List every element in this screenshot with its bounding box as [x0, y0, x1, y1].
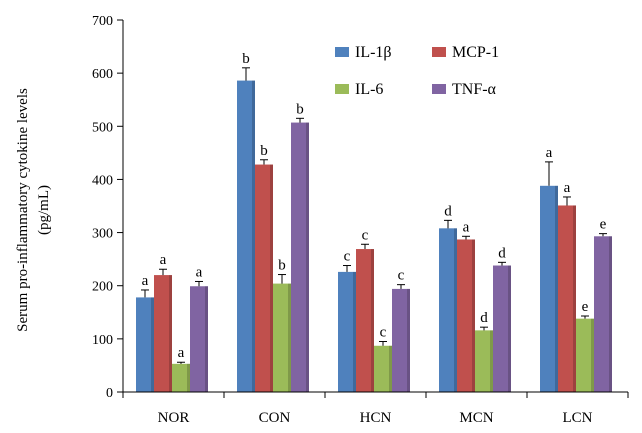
bar	[338, 271, 356, 392]
bar	[439, 228, 457, 392]
bar	[154, 275, 172, 392]
significance-label: a	[564, 180, 571, 196]
significance-label: d	[480, 310, 488, 326]
bar-shade	[169, 275, 172, 392]
bar	[190, 286, 208, 392]
legend-item: MCP-1	[432, 44, 499, 61]
series-2: a b c d e	[172, 258, 594, 392]
bar	[576, 318, 594, 392]
y-tick-label: 100	[92, 333, 113, 348]
bar-shade	[472, 239, 475, 392]
bar-shade	[187, 363, 190, 392]
y-tick-label: 300	[92, 227, 113, 242]
y-tick-label: 700	[92, 14, 113, 29]
legend-item: TNF-α	[432, 81, 497, 98]
significance-label: c	[380, 325, 387, 341]
bar	[540, 185, 558, 392]
significance-label: a	[160, 252, 167, 268]
bar-shade	[389, 345, 392, 392]
bar-shade	[454, 228, 457, 392]
bar-shade	[151, 297, 154, 392]
bar	[136, 297, 154, 392]
series-3: a b c d e	[190, 101, 612, 393]
significance-label: b	[260, 143, 268, 159]
legend-swatch	[335, 47, 349, 57]
bar-shade	[609, 236, 612, 392]
bar-shade	[573, 205, 576, 392]
significance-label: c	[398, 268, 405, 284]
legend-item: IL-1β	[335, 44, 392, 61]
legend-item: IL-6	[335, 81, 383, 98]
significance-label: b	[242, 51, 250, 67]
y-tick-label: 200	[92, 280, 113, 295]
legend-swatch	[432, 84, 446, 94]
significance-label: e	[600, 217, 607, 233]
legend-swatch	[335, 84, 349, 94]
significance-label: a	[142, 273, 149, 289]
significance-label: b	[278, 258, 286, 274]
bar	[558, 205, 576, 392]
bar	[392, 288, 410, 392]
bar	[172, 363, 190, 392]
y-axis-ticks: 0 100 200 300 400 500 600 700	[92, 14, 123, 401]
bar	[356, 249, 374, 392]
bar	[255, 164, 273, 392]
y-tick-label: 400	[92, 173, 113, 188]
significance-label: a	[546, 145, 553, 161]
x-category-label: CON	[259, 410, 291, 426]
y-tick-label: 500	[92, 120, 113, 135]
legend: IL-1β MCP-1 IL-6 TNF-α	[335, 44, 499, 98]
legend-label: TNF-α	[452, 81, 497, 98]
y-tick-label: 600	[92, 67, 113, 82]
legend-label: IL-6	[355, 81, 383, 98]
bar-shade	[371, 249, 374, 392]
significance-label: a	[463, 219, 470, 235]
legend-swatch	[432, 47, 446, 57]
x-category-label: HCN	[360, 410, 392, 426]
significance-label: a	[178, 345, 185, 361]
y-axis-label-line2: (pg/mL)	[36, 185, 52, 235]
legend-label: IL-1β	[355, 44, 392, 61]
bar	[374, 345, 392, 392]
series-1: a b c a a	[154, 143, 576, 392]
bar	[475, 330, 493, 392]
y-tick-label: 0	[106, 386, 113, 401]
bar	[493, 265, 511, 392]
bar-shade	[288, 283, 291, 392]
bar-shade	[306, 122, 309, 393]
significance-label: d	[444, 203, 452, 219]
bar	[291, 122, 309, 393]
bar-shade	[252, 80, 255, 392]
significance-label: c	[344, 249, 351, 265]
bar-shade	[490, 330, 493, 392]
significance-label: c	[362, 227, 369, 243]
significance-label: d	[498, 245, 506, 261]
bar-shade	[555, 185, 558, 392]
axes	[122, 20, 629, 398]
bar-shade	[591, 318, 594, 392]
bar	[594, 236, 612, 392]
x-axis-category-labels: NOR CON HCN MCN LCN	[158, 410, 593, 426]
significance-label: b	[296, 101, 304, 117]
bar	[273, 283, 291, 392]
bar-shade	[508, 265, 511, 392]
x-category-label: LCN	[563, 410, 593, 426]
x-category-label: MCN	[459, 410, 493, 426]
bar-shade	[407, 288, 410, 392]
y-axis-label-line1: Serum pro-inflammatory cytokine levels	[15, 88, 31, 332]
significance-label: e	[582, 299, 589, 315]
bar	[237, 80, 255, 392]
bar-shade	[353, 271, 356, 392]
bar	[457, 239, 475, 392]
legend-label: MCP-1	[452, 44, 499, 61]
bar-shade	[205, 286, 208, 392]
significance-label: a	[196, 264, 203, 280]
bar-shade	[270, 164, 273, 392]
x-category-label: NOR	[158, 410, 190, 426]
